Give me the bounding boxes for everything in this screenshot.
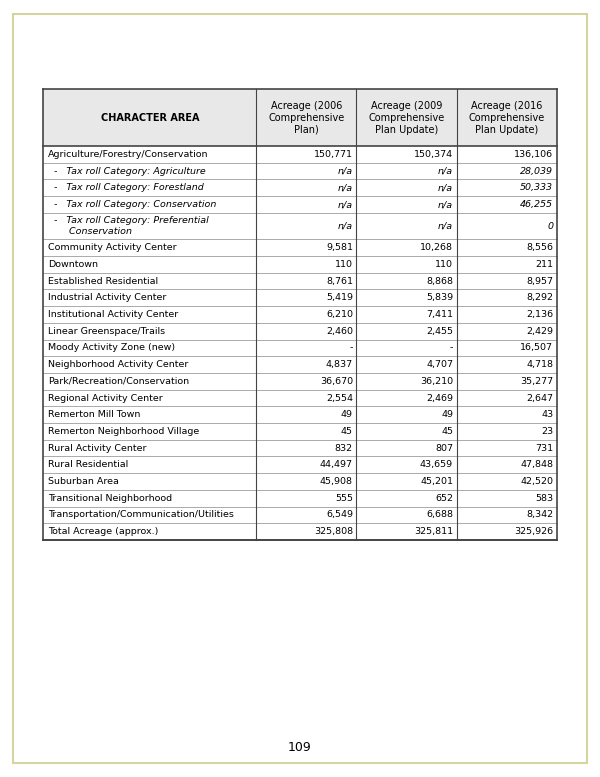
Text: 8,556: 8,556: [526, 243, 553, 253]
Text: 2,460: 2,460: [326, 326, 353, 336]
Text: Downtown: Downtown: [48, 260, 98, 269]
Text: Total Acreage (approx.): Total Acreage (approx.): [48, 527, 158, 536]
Text: n/a: n/a: [438, 166, 453, 176]
Text: 4,707: 4,707: [426, 360, 453, 369]
Text: Acreage (2009
Comprehensive
Plan Update): Acreage (2009 Comprehensive Plan Update): [368, 101, 445, 134]
Text: 5,419: 5,419: [326, 294, 353, 302]
Text: -   Tax roll Category: Forestland: - Tax roll Category: Forestland: [54, 183, 204, 193]
Text: 45: 45: [341, 427, 353, 436]
Text: Linear Greenspace/Trails: Linear Greenspace/Trails: [48, 326, 165, 336]
Text: 36,670: 36,670: [320, 377, 353, 386]
Text: Rural Residential: Rural Residential: [48, 460, 128, 469]
Text: 50,333: 50,333: [520, 183, 553, 193]
Text: Park/Recreation/Conservation: Park/Recreation/Conservation: [48, 377, 189, 386]
Text: 109: 109: [288, 741, 312, 754]
Text: 8,868: 8,868: [426, 277, 453, 286]
Text: -   Tax roll Category: Agriculture: - Tax roll Category: Agriculture: [54, 166, 206, 176]
Text: 2,429: 2,429: [526, 326, 553, 336]
Text: 325,926: 325,926: [514, 527, 553, 536]
Text: Community Activity Center: Community Activity Center: [48, 243, 176, 253]
Text: 150,374: 150,374: [414, 150, 453, 159]
Text: Moody Activity Zone (new): Moody Activity Zone (new): [48, 343, 175, 353]
Text: Remerton Neighborhood Village: Remerton Neighborhood Village: [48, 427, 199, 436]
Text: Acreage (2016
Comprehensive
Plan Update): Acreage (2016 Comprehensive Plan Update): [469, 101, 545, 134]
Text: n/a: n/a: [338, 200, 353, 209]
Text: 8,761: 8,761: [326, 277, 353, 286]
Text: Neighborhood Activity Center: Neighborhood Activity Center: [48, 360, 188, 369]
Text: 8,342: 8,342: [526, 510, 553, 520]
Text: 43,659: 43,659: [420, 460, 453, 469]
Text: 6,549: 6,549: [326, 510, 353, 520]
Text: n/a: n/a: [338, 183, 353, 193]
Text: 211: 211: [535, 260, 553, 269]
Text: 150,771: 150,771: [314, 150, 353, 159]
Text: n/a: n/a: [338, 166, 353, 176]
Text: 7,411: 7,411: [426, 310, 453, 319]
Text: Remerton Mill Town: Remerton Mill Town: [48, 410, 140, 420]
Text: Acreage (2006
Comprehensive
Plan): Acreage (2006 Comprehensive Plan): [268, 101, 344, 134]
Text: Rural Activity Center: Rural Activity Center: [48, 444, 146, 453]
Text: 36,210: 36,210: [420, 377, 453, 386]
Text: 45,908: 45,908: [320, 477, 353, 486]
Text: 6,210: 6,210: [326, 310, 353, 319]
Text: -: -: [350, 343, 353, 353]
Text: CHARACTER AREA: CHARACTER AREA: [101, 113, 199, 123]
Text: Institutional Activity Center: Institutional Activity Center: [48, 310, 178, 319]
Text: 2,647: 2,647: [526, 393, 553, 402]
Text: 46,255: 46,255: [520, 200, 553, 209]
Text: n/a: n/a: [438, 200, 453, 209]
Text: Established Residential: Established Residential: [48, 277, 158, 286]
Text: 6,688: 6,688: [426, 510, 453, 520]
Text: 47,848: 47,848: [520, 460, 553, 469]
Text: 42,520: 42,520: [520, 477, 553, 486]
Text: 2,554: 2,554: [326, 393, 353, 402]
Text: n/a: n/a: [438, 221, 453, 231]
Text: 35,277: 35,277: [520, 377, 553, 386]
Text: 583: 583: [535, 493, 553, 503]
Text: 2,455: 2,455: [426, 326, 453, 336]
Text: 652: 652: [435, 493, 453, 503]
Text: 10,268: 10,268: [420, 243, 453, 253]
Text: 49: 49: [441, 410, 453, 420]
Text: Agriculture/Forestry/Conservation: Agriculture/Forestry/Conservation: [48, 150, 209, 159]
Text: 555: 555: [335, 493, 353, 503]
Text: 9,581: 9,581: [326, 243, 353, 253]
Text: n/a: n/a: [338, 221, 353, 231]
Text: Regional Activity Center: Regional Activity Center: [48, 393, 163, 402]
Text: 2,136: 2,136: [526, 310, 553, 319]
Text: 325,811: 325,811: [414, 527, 453, 536]
Text: Transportation/Communication/Utilities: Transportation/Communication/Utilities: [48, 510, 234, 520]
Text: 45,201: 45,201: [420, 477, 453, 486]
Text: Industrial Activity Center: Industrial Activity Center: [48, 294, 166, 302]
Text: 110: 110: [435, 260, 453, 269]
Text: 16,507: 16,507: [520, 343, 553, 353]
Text: 49: 49: [341, 410, 353, 420]
Text: 110: 110: [335, 260, 353, 269]
Text: 807: 807: [435, 444, 453, 453]
Text: 4,718: 4,718: [526, 360, 553, 369]
Text: Suburban Area: Suburban Area: [48, 477, 119, 486]
Text: 28,039: 28,039: [520, 166, 553, 176]
Text: 2,469: 2,469: [426, 393, 453, 402]
Text: 136,106: 136,106: [514, 150, 553, 159]
Bar: [43, 89, 557, 146]
Text: 8,292: 8,292: [526, 294, 553, 302]
Text: -   Tax roll Category: Preferential
     Conservation: - Tax roll Category: Preferential Conser…: [54, 217, 209, 236]
Text: -: -: [449, 343, 453, 353]
Text: 832: 832: [335, 444, 353, 453]
Text: Transitional Neighborhood: Transitional Neighborhood: [48, 493, 172, 503]
Text: 23: 23: [541, 427, 553, 436]
Text: 0: 0: [547, 221, 553, 231]
Text: 325,808: 325,808: [314, 527, 353, 536]
Text: -   Tax roll Category: Conservation: - Tax roll Category: Conservation: [54, 200, 217, 209]
Text: n/a: n/a: [438, 183, 453, 193]
Text: 731: 731: [535, 444, 553, 453]
Text: 45: 45: [441, 427, 453, 436]
Text: 44,497: 44,497: [320, 460, 353, 469]
Text: 43: 43: [541, 410, 553, 420]
Text: 8,957: 8,957: [526, 277, 553, 286]
Text: 4,837: 4,837: [326, 360, 353, 369]
Text: 5,839: 5,839: [426, 294, 453, 302]
